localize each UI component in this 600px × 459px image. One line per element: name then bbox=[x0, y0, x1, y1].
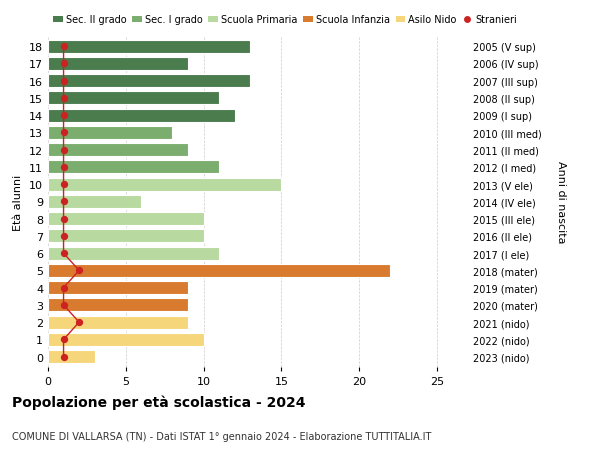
Point bbox=[59, 336, 68, 343]
Point bbox=[59, 302, 68, 309]
Text: Popolazione per età scolastica - 2024: Popolazione per età scolastica - 2024 bbox=[12, 395, 305, 409]
Bar bbox=[48, 40, 250, 54]
Point bbox=[59, 112, 68, 120]
Y-axis label: Età alunni: Età alunni bbox=[13, 174, 23, 230]
Point bbox=[59, 181, 68, 188]
Bar bbox=[48, 92, 219, 105]
Point bbox=[59, 353, 68, 361]
Point bbox=[59, 284, 68, 292]
Bar bbox=[48, 75, 250, 88]
Bar bbox=[48, 333, 203, 346]
Point bbox=[74, 319, 84, 326]
Point bbox=[59, 61, 68, 68]
Point bbox=[59, 198, 68, 206]
Point bbox=[59, 233, 68, 240]
Point bbox=[59, 164, 68, 171]
Point bbox=[59, 250, 68, 257]
Bar bbox=[48, 178, 281, 191]
Bar bbox=[48, 316, 188, 329]
Bar bbox=[48, 196, 142, 208]
Bar bbox=[48, 213, 203, 226]
Y-axis label: Anni di nascita: Anni di nascita bbox=[556, 161, 566, 243]
Point bbox=[59, 95, 68, 102]
Bar bbox=[48, 281, 188, 295]
Bar bbox=[48, 299, 188, 312]
Bar bbox=[48, 230, 203, 243]
Bar bbox=[48, 127, 172, 140]
Point bbox=[59, 147, 68, 154]
Legend: Sec. II grado, Sec. I grado, Scuola Primaria, Scuola Infanzia, Asilo Nido, Stran: Sec. II grado, Sec. I grado, Scuola Prim… bbox=[53, 15, 517, 25]
Point bbox=[74, 267, 84, 274]
Point bbox=[59, 215, 68, 223]
Point bbox=[59, 129, 68, 137]
Bar bbox=[48, 350, 95, 364]
Bar bbox=[48, 161, 219, 174]
Bar bbox=[48, 109, 235, 123]
Bar bbox=[48, 144, 188, 157]
Text: COMUNE DI VALLARSA (TN) - Dati ISTAT 1° gennaio 2024 - Elaborazione TUTTITALIA.I: COMUNE DI VALLARSA (TN) - Dati ISTAT 1° … bbox=[12, 431, 431, 442]
Point bbox=[59, 78, 68, 85]
Bar bbox=[48, 247, 219, 260]
Bar bbox=[48, 264, 390, 277]
Bar bbox=[48, 58, 188, 71]
Point bbox=[59, 44, 68, 51]
